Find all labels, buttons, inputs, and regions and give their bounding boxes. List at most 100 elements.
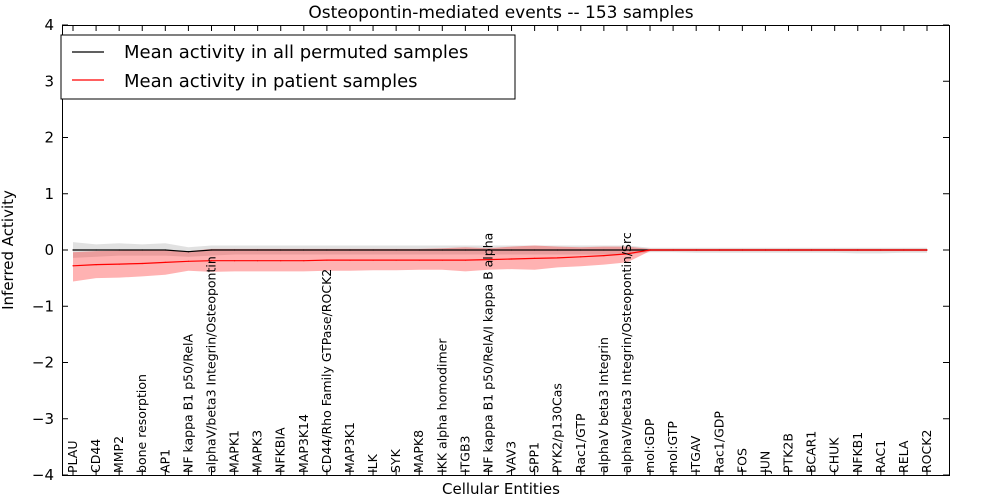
y-tick-label: −3	[32, 410, 54, 428]
data-point-patient	[695, 249, 697, 251]
x-tick-label: IKK alpha homodimer	[434, 338, 449, 473]
y-tick-label: 3	[44, 72, 54, 90]
data-point-permuted	[580, 249, 582, 251]
x-tick-label: ROCK2	[919, 430, 934, 473]
data-point-permuted	[441, 249, 443, 251]
data-point-permuted	[464, 249, 466, 251]
data-point-permuted	[118, 249, 120, 251]
data-point-patient	[141, 262, 143, 265]
data-point-permuted	[534, 249, 536, 251]
data-point-permuted	[557, 249, 559, 251]
data-point-patient	[857, 249, 859, 251]
data-point-patient	[903, 249, 905, 251]
x-tick-label: alphaV beta3 Integrin	[596, 337, 611, 473]
data-point-patient	[487, 259, 490, 261]
data-point-patient	[349, 259, 351, 261]
x-tick-label: MAPK3	[250, 430, 265, 473]
x-tick-label: NFKBIA	[273, 427, 288, 473]
data-point-permuted	[72, 249, 74, 251]
data-point-patient	[580, 256, 582, 258]
data-point-patient	[418, 259, 420, 261]
data-point-patient	[118, 263, 120, 265]
data-point-patient	[649, 249, 651, 251]
x-tick-label: AP1	[157, 449, 172, 473]
x-tick-label: ITGAV	[688, 435, 703, 473]
x-tick-label: MAP3K14	[296, 414, 311, 473]
x-tick-label: SPP1	[527, 442, 542, 473]
data-point-permuted	[141, 249, 143, 251]
series-lines	[72, 249, 928, 267]
data-point-patient	[326, 259, 328, 261]
data-point-permuted	[164, 249, 166, 251]
data-point-patient	[764, 249, 767, 251]
x-tick-label: CD44/Rho Family GTPase/ROCK2	[319, 269, 334, 473]
data-point-patient	[718, 249, 720, 251]
x-tick-label: JUN	[757, 451, 772, 474]
y-axis: −4 −3 −2 −1 0 1 2 3 4	[32, 16, 949, 484]
band-patient	[73, 245, 927, 282]
y-axis-title: Inferred Activity	[0, 190, 17, 310]
data-point-permuted	[234, 249, 236, 251]
x-tick-label: PTK2B	[781, 433, 796, 473]
data-point-patient	[603, 255, 605, 257]
data-point-permuted	[603, 249, 605, 251]
data-point-patient	[164, 261, 166, 263]
data-point-permuted	[510, 249, 513, 251]
x-tick-label: FOS	[734, 448, 749, 473]
y-tick-label: −4	[32, 466, 54, 484]
data-point-patient	[234, 260, 236, 262]
x-tick-label: NF kappa B1 p50/RelA	[180, 333, 195, 473]
x-tick-label: Rac1/GDP	[711, 411, 726, 473]
x-tick-label: RAC1	[873, 440, 888, 473]
data-point-patient	[187, 260, 189, 262]
data-point-patient	[741, 249, 744, 251]
x-tick-label: NF kappa B1 p50/RelA/I kappa B alpha	[481, 233, 496, 473]
confidence-bands	[73, 242, 927, 282]
data-point-permuted	[210, 249, 213, 251]
x-tick-label: RELA	[896, 440, 911, 473]
data-point-patient	[95, 264, 97, 266]
data-point-permuted	[418, 249, 420, 251]
data-point-patient	[926, 249, 928, 251]
data-point-permuted	[95, 249, 97, 251]
data-point-patient	[303, 260, 305, 262]
x-axis: PLAU CD44 MMP2 bone resorption AP1 NF kappa B…	[65, 25, 934, 475]
y-tick-label: 0	[44, 241, 54, 259]
y-tick-label: 1	[44, 185, 54, 203]
data-point-permuted	[280, 249, 282, 251]
x-tick-label: MAPK1	[227, 430, 242, 473]
data-point-permuted	[349, 249, 351, 251]
x-tick-label: ILK	[365, 453, 380, 473]
x-tick-label: VAV3	[504, 441, 519, 473]
x-tick-label: alphaV/beta3 Integrin/Osteopontin/Src	[619, 232, 634, 473]
data-point-patient	[880, 249, 882, 251]
x-tick-label: SYK	[388, 448, 403, 473]
data-point-patient	[210, 260, 213, 262]
chart-title: Osteopontin-mediated events -- 153 sampl…	[308, 3, 693, 23]
data-point-patient	[834, 249, 836, 251]
x-tick-label: ITGB3	[457, 435, 472, 473]
x-tick-label: MAP3K1	[342, 422, 357, 473]
x-tick-label: PLAU	[65, 441, 80, 474]
data-point-patient	[441, 259, 443, 261]
data-point-permuted	[626, 249, 628, 251]
y-tick-label: 2	[44, 129, 54, 147]
x-axis-title: Cellular Entities	[442, 480, 560, 498]
data-point-permuted	[487, 249, 490, 251]
data-point-patient	[626, 253, 628, 255]
y-tick-label: −1	[32, 297, 54, 315]
data-point-permuted	[395, 249, 397, 251]
series-line-patient	[72, 249, 927, 267]
x-tick-label: CD44	[88, 439, 103, 473]
x-tick-label: mol:GTP	[665, 421, 680, 473]
data-point-patient	[72, 265, 74, 267]
x-tick-label: mol:GDP	[642, 418, 657, 473]
data-point-permuted	[326, 249, 328, 251]
legend-label-patient: Mean activity in patient samples	[124, 71, 418, 92]
data-point-permuted	[187, 251, 189, 253]
data-point-patient	[672, 249, 674, 251]
data-point-patient	[510, 258, 513, 260]
x-tick-label: NFKB1	[850, 432, 865, 473]
x-tick-label: bone resorption	[134, 374, 149, 473]
data-point-permuted	[372, 249, 374, 251]
